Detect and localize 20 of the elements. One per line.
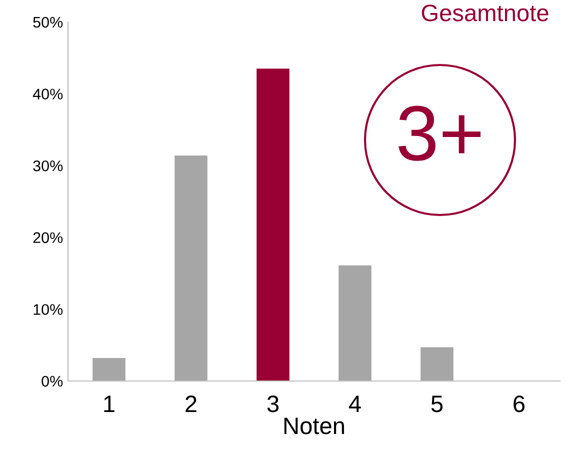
y-tick-label: 20%: [33, 232, 63, 244]
text: Gesamtnote: [422, 4, 548, 22]
bar: [174, 156, 208, 381]
y-tick-label: 30%: [33, 160, 63, 172]
y-tick-label: 40%: [32, 88, 63, 100]
x-tick-label: 3: [267, 396, 279, 412]
x-tick-label: 2: [186, 396, 196, 412]
bar: [92, 358, 126, 381]
x-tick-label: 4: [348, 396, 361, 412]
bar: [420, 347, 454, 381]
annotation: 3+: [398, 106, 481, 161]
x-tick-label: 5: [431, 396, 443, 412]
x-tick-label: 6: [514, 396, 525, 412]
x-axis-title: Noten: [284, 418, 344, 434]
y-tick-label: 50%: [33, 16, 63, 28]
y-tick-label: 0%: [42, 376, 63, 387]
y-tick-label: 10%: [34, 304, 63, 315]
bar: [338, 265, 372, 381]
bar: [256, 68, 290, 381]
x-tick-label: 1: [104, 396, 114, 412]
